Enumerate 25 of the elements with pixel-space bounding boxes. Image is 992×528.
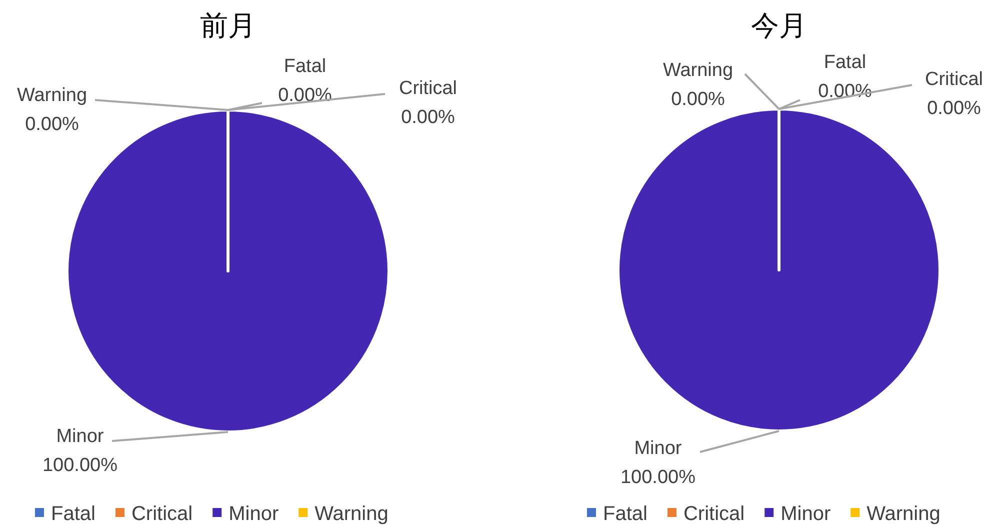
category-label: Warning [662,60,734,81]
data-label: 100.00% [620,467,696,488]
category-label: Fatal [284,56,326,77]
legend-label: Minor [780,503,831,525]
text: 0.00% [401,107,455,128]
category-label: Critical [924,69,984,90]
legend-label: Warning [314,503,388,525]
legend-label: Critical [131,503,193,525]
data-label: 100.00% [42,455,118,476]
text: 0.00% [671,89,725,110]
legend-label: Fatal [51,503,96,525]
text: 0.00% [927,98,981,119]
slice-label: Minor [634,438,682,459]
slice-label: Minor [56,426,104,447]
text: 0.00% [278,85,332,106]
category-label: Warning [16,85,88,106]
legend-label: Warning [866,503,940,525]
category-label: Fatal [824,52,866,73]
text: 0.00% [25,114,79,135]
legend-label: Fatal [603,503,648,525]
legend-label: Critical [683,503,745,525]
category-label: Critical [398,78,458,99]
chart-title: 前月 [200,10,256,41]
legend-label: Minor [228,503,279,525]
chart-title: 今月 [751,10,807,41]
